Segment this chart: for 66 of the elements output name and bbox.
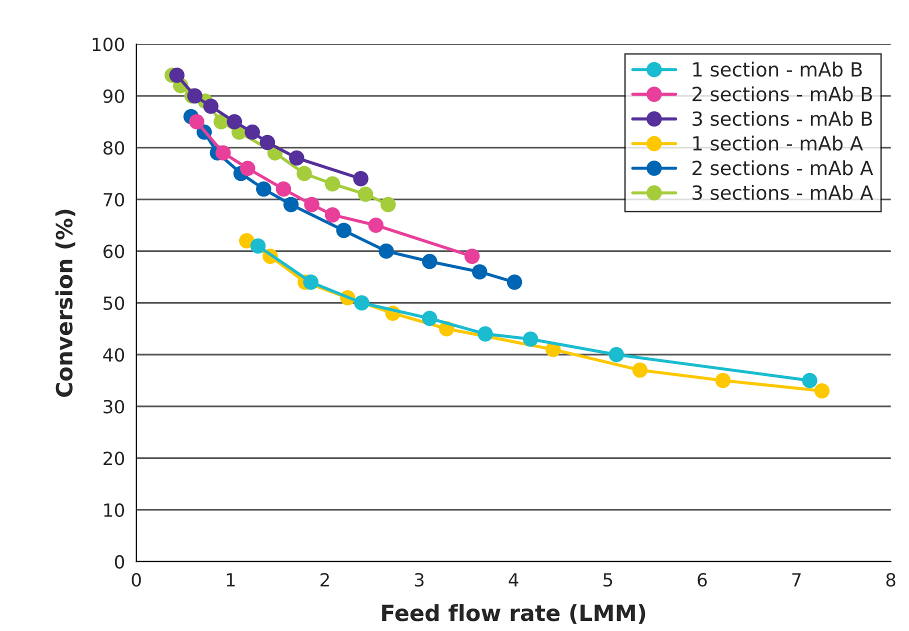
legend-label: 1 section - mAb B — [693, 62, 862, 77]
point — [422, 310, 438, 326]
point — [304, 196, 320, 212]
x-tick-label: 6 — [698, 573, 707, 587]
point — [289, 150, 304, 166]
point — [814, 383, 830, 398]
point — [422, 254, 438, 270]
x-tick-label: 0 — [132, 573, 141, 587]
point — [276, 181, 292, 197]
x-tick-label: 5 — [604, 573, 612, 587]
point — [478, 326, 493, 342]
y-tick-label: 90 — [103, 89, 124, 104]
point — [358, 186, 374, 202]
point — [472, 264, 488, 280]
point — [189, 114, 204, 130]
y-tick-label: 10 — [104, 503, 124, 517]
point — [260, 134, 276, 150]
y-tick-label: 80 — [103, 141, 124, 155]
legend-label: 1 section - mAb A — [693, 136, 863, 151]
legend-label: 2 sections - mAb A — [692, 160, 874, 176]
y-tick-label: 50 — [104, 296, 124, 310]
point — [203, 98, 218, 114]
point — [336, 222, 352, 238]
point — [380, 196, 396, 212]
y-tick-label: 100 — [92, 38, 124, 52]
point — [464, 248, 480, 264]
y-tick-label: 0 — [114, 555, 124, 569]
y-axis-title: Conversion (%) — [55, 210, 76, 397]
point — [353, 171, 368, 186]
point — [244, 124, 260, 140]
y-tick-label: 30 — [104, 400, 124, 414]
x-tick-label: 8 — [886, 573, 896, 587]
legend-label: 3 sections - mAb B — [692, 110, 872, 126]
point — [187, 88, 202, 104]
x-tick-label: 4 — [508, 573, 518, 586]
point — [354, 295, 370, 311]
y-tick-label: 60 — [104, 244, 124, 258]
y-tick-label: 20 — [104, 452, 124, 466]
point — [324, 176, 340, 192]
y-tick-label: 70 — [104, 192, 124, 207]
point — [296, 166, 312, 182]
point — [256, 181, 272, 197]
y-tick-label: 40 — [103, 348, 124, 362]
point — [283, 196, 299, 212]
legend-label: 2 sections - mAb B — [692, 86, 872, 102]
point — [303, 274, 318, 290]
point — [802, 372, 818, 388]
point — [250, 238, 266, 254]
x-tick-label: 3 — [414, 573, 424, 587]
point — [240, 160, 256, 176]
point — [215, 145, 231, 160]
x-tick-label: 1 — [226, 573, 235, 586]
point — [715, 372, 731, 388]
point — [324, 207, 340, 223]
point — [169, 68, 185, 83]
x-tick-label: 2 — [320, 573, 329, 586]
point — [522, 331, 538, 347]
point — [506, 274, 522, 290]
point — [608, 346, 624, 362]
legend-label: 3 sections - mAb A — [692, 184, 874, 200]
x-tick-label: 7 — [792, 573, 801, 586]
point — [632, 362, 648, 378]
point — [368, 218, 384, 233]
point — [378, 244, 394, 259]
x-axis-title: Feed flow rate (LMM) — [382, 604, 646, 624]
point — [226, 114, 242, 130]
